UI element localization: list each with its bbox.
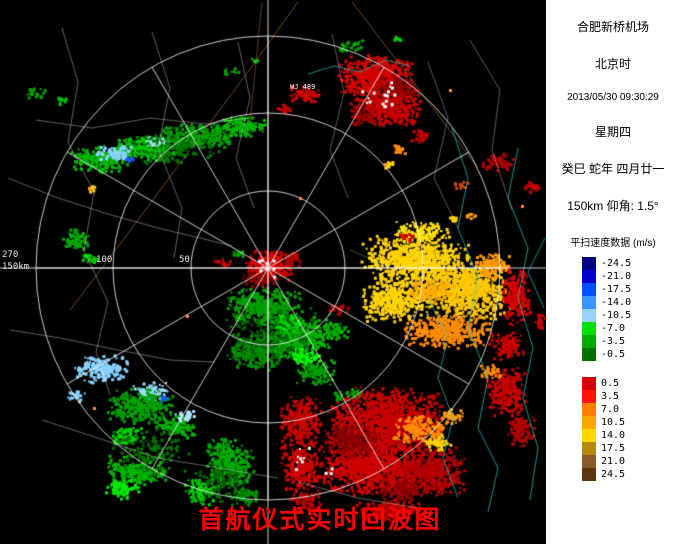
legend-title: 平扫速度数据 (m/s)	[570, 238, 656, 249]
radar-display: 270 150km 100 50 WJ 489 首航仪式实时回波图	[0, 0, 546, 544]
legend-color-swatch	[582, 270, 596, 283]
legend-row: -17.5	[582, 283, 631, 296]
legend-value: 24.5	[601, 469, 626, 480]
ring-50km-label: 50	[179, 255, 190, 265]
legend-row: -14.0	[582, 296, 631, 309]
legend-value: -0.5	[601, 349, 626, 360]
legend-value: 14.0	[601, 430, 626, 441]
legend-color-swatch	[582, 296, 596, 309]
radar-canvas	[0, 0, 546, 544]
legend-color-swatch	[582, 403, 596, 416]
legend-row: 21.0	[582, 455, 631, 468]
legend-value: 7.0	[601, 404, 620, 415]
datetime-text: 2013/05/30 09:30:29	[567, 92, 659, 103]
legend-value: -10.5	[601, 310, 632, 321]
station-name: 合肥新桥机场	[576, 20, 649, 34]
legend-value: 3.5	[601, 391, 620, 402]
weekday-text: 星期四	[594, 125, 631, 139]
legend-value: 0.5	[601, 378, 620, 389]
legend-color-swatch	[582, 442, 596, 455]
legend-color-swatch	[582, 348, 596, 361]
legend-row: 7.0	[582, 403, 631, 416]
legend-row: 17.5	[582, 442, 631, 455]
legend-color-swatch	[582, 322, 596, 335]
legend-color-swatch	[582, 257, 596, 270]
azimuth-270-label: 270	[2, 250, 19, 260]
legend-color-swatch	[582, 468, 596, 481]
legend-color-swatch	[582, 309, 596, 322]
info-panel: 合肥新桥机场 北京时 2013/05/30 09:30:29 星期四 癸巳 蛇年…	[546, 0, 680, 544]
legend-color-swatch	[582, 455, 596, 468]
legend-negative-group: -24.5 -21.0 -17.5 -14.0 -10.5 -7.0 -3.5 -0.5	[582, 257, 631, 361]
legend-row: -21.0	[582, 270, 631, 283]
time-zone-label: 北京时	[594, 57, 631, 71]
aircraft-track-label: WJ 489	[290, 83, 316, 91]
legend-value: -14.0	[601, 297, 632, 308]
legend-row: -3.5	[582, 335, 631, 348]
range-elevation-text: 150km 仰角: 1.5°	[567, 199, 659, 213]
legend-color-swatch	[582, 283, 596, 296]
legend-value: 17.5	[601, 443, 626, 454]
legend-row: 24.5	[582, 468, 631, 481]
legend-row: 0.5	[582, 377, 631, 390]
legend-row: -7.0	[582, 322, 631, 335]
legend-color-swatch	[582, 429, 596, 442]
legend-value: -21.0	[601, 271, 632, 282]
legend-value: 21.0	[601, 456, 626, 467]
legend-value: -24.5	[601, 258, 632, 269]
legend-row: 14.0	[582, 429, 631, 442]
legend-row: -24.5	[582, 257, 631, 270]
legend-row: 10.5	[582, 416, 631, 429]
velocity-legend: -24.5 -21.0 -17.5 -14.0 -10.5 -7.0 -3.5 -0.5 0.…	[582, 257, 631, 497]
legend-color-swatch	[582, 390, 596, 403]
lunar-date-text: 癸巳 蛇年 四月廿一	[561, 162, 665, 176]
overlay-title: 首航仪式实时回波图	[198, 507, 442, 534]
legend-color-swatch	[582, 416, 596, 429]
legend-row: -0.5	[582, 348, 631, 361]
legend-value: -7.0	[601, 323, 626, 334]
legend-value: -3.5	[601, 336, 626, 347]
legend-value: 10.5	[601, 417, 626, 428]
legend-positive-group: 0.5 3.5 7.0 10.5 14.0 17.5 21.0 24.5	[582, 377, 631, 481]
legend-row: -10.5	[582, 309, 631, 322]
range-150km-label: 150km	[2, 262, 30, 272]
legend-color-swatch	[582, 377, 596, 390]
legend-color-swatch	[582, 335, 596, 348]
legend-row: 3.5	[582, 390, 631, 403]
ring-100km-label: 100	[96, 255, 113, 265]
legend-value: -17.5	[601, 284, 632, 295]
